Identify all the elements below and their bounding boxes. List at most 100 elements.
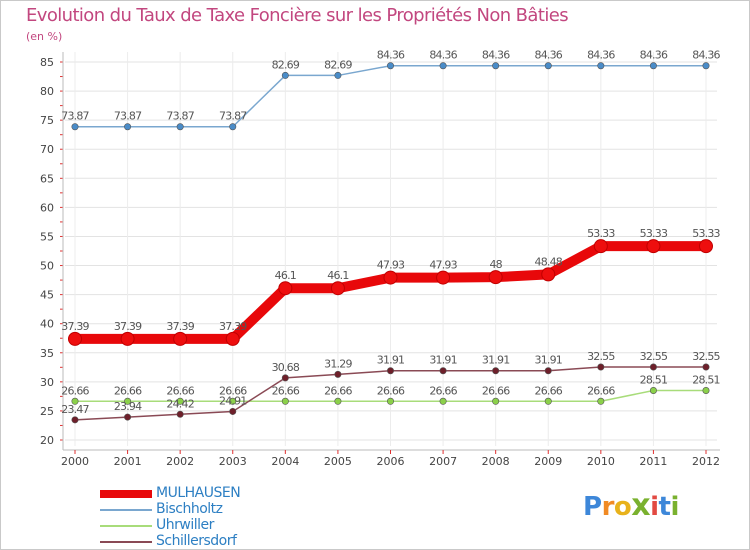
y-tick-label: 25 [40,405,54,418]
y-tick-label: 80 [40,85,54,98]
y-tick-label: 50 [40,260,54,273]
data-label: 53.33 [692,227,720,240]
data-point [541,267,556,282]
data-label: 26.66 [482,384,510,397]
data-label: 82.69 [272,58,300,71]
data-label: 73.87 [219,110,247,123]
legend-label: Schillersdorf [156,533,237,549]
logo-letter: o [613,492,632,522]
legend-label: Uhrwiller [156,517,214,533]
data-point [597,397,605,405]
data-point [71,416,79,424]
data-label: 37.39 [166,320,194,333]
legend-label: MULHAUSEN [156,485,241,501]
data-label: 84.36 [377,49,405,62]
data-point [488,270,503,285]
data-point [597,62,605,70]
legend-swatch [100,490,152,498]
data-point [702,363,710,371]
data-point [646,239,661,254]
data-label: 53.33 [640,227,668,240]
data-label: 84.36 [587,49,615,62]
data-point [229,123,237,131]
data-label: 37.39 [219,320,247,333]
data-point [278,281,293,296]
data-point [334,370,342,378]
data-label: 31.91 [377,354,405,367]
data-point [176,410,184,418]
legend-swatch [100,509,152,511]
data-label: 26.66 [324,384,352,397]
data-point [649,387,657,395]
data-label: 84.36 [535,49,563,62]
x-tick-label: 2003 [219,455,247,468]
data-label: 82.69 [324,58,352,71]
data-label: 73.87 [61,110,89,123]
data-point [593,239,608,254]
data-label: 32.55 [640,350,668,363]
data-label: 26.66 [272,384,300,397]
data-label: 23.47 [61,403,89,416]
logo-letter: x [631,488,651,523]
data-label: 84.36 [640,49,668,62]
data-point [649,62,657,70]
x-tick-label: 2004 [271,455,299,468]
data-label: 32.55 [692,350,720,363]
data-point [176,123,184,131]
y-tick-label: 20 [40,434,54,447]
data-point [281,71,289,79]
x-tick-label: 2005 [324,455,352,468]
axes: 20 25 30 35 40 45 50 55 60 65 70 75 80 85 2000 2001 2002… [40,52,720,468]
logo-letter: i [670,492,679,522]
logo-letter: r [601,492,615,522]
data-point [71,123,79,131]
y-tick-label: 75 [40,114,54,127]
data-point [439,367,447,375]
data-point [386,367,394,375]
data-label: 84.36 [692,49,720,62]
data-point [649,363,657,371]
x-tick-label: 2011 [639,455,667,468]
y-tick-label: 55 [40,230,54,243]
data-label: 26.66 [377,384,405,397]
y-tick-label: 85 [40,56,54,69]
data-label: 31.29 [324,357,352,370]
data-point [68,331,82,346]
data-label: 31.91 [482,354,510,367]
data-label: 48 [489,258,502,271]
y-unit-label: (en %) [26,30,63,43]
x-tick-label: 2009 [534,455,562,468]
data-point [334,397,342,405]
data-point [492,397,500,405]
data-point [120,331,135,346]
y-tick-label: 35 [40,347,54,360]
data-point [225,331,240,346]
x-tick-label: 2002 [166,455,194,468]
logo-letter: i [650,492,659,522]
data-label: 28.51 [640,374,668,387]
data-point [702,62,710,70]
legend-swatch [100,541,152,543]
data-point [544,367,552,375]
data-point [699,239,713,254]
data-point [383,270,398,285]
data-label: 37.39 [61,320,89,333]
data-point [124,397,132,405]
data-label: 37.39 [114,320,142,333]
data-point [439,62,447,70]
data-label: 31.91 [429,354,457,367]
y-tick-label: 60 [40,201,54,214]
chart-title: Evolution du Taux de Taxe Foncière sur l… [26,5,569,26]
data-label: 73.87 [166,110,194,123]
data-label: 32.55 [587,350,615,363]
data-point [176,397,184,405]
y-tick-label: 45 [40,289,54,302]
x-tick-label: 2000 [61,455,89,468]
proxiti-logo: Proxiti [583,488,679,523]
data-label: 26.66 [429,384,457,397]
data-point [436,270,451,285]
data-label: 26.66 [61,384,89,397]
data-label: 84.36 [429,49,457,62]
